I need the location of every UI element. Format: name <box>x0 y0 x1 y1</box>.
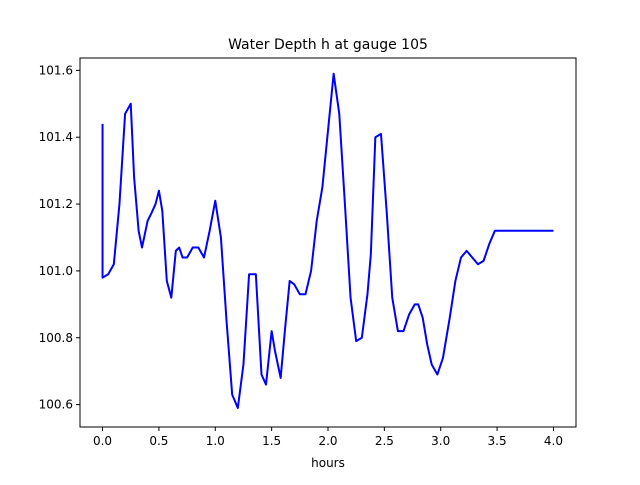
y-tick-label: 101.2 <box>39 197 73 211</box>
series-line <box>101 72 554 409</box>
x-tick-label: 2.0 <box>318 434 337 448</box>
y-axis: 100.6 100.8 101.0 101.2 101.4 101.6 <box>39 63 80 412</box>
x-tick-label: 3.0 <box>431 434 450 448</box>
chart-title: Water Depth h at gauge 105 <box>228 37 428 53</box>
x-tick-label: 1.5 <box>262 434 281 448</box>
x-tick-label: 0.0 <box>93 434 112 448</box>
x-axis: 0.0 0.5 1.0 1.5 2.0 2.5 3.0 3.5 4.0 <box>93 427 563 448</box>
x-tick-label: 4.0 <box>544 434 563 448</box>
y-tick-label: 101.4 <box>39 130 73 144</box>
x-axis-label: hours <box>311 456 345 470</box>
y-tick-label: 100.6 <box>39 398 73 412</box>
y-tick-label: 101.0 <box>39 264 73 278</box>
y-tick-label: 101.6 <box>39 63 73 77</box>
x-tick-label: 2.5 <box>375 434 394 448</box>
x-tick-label: 1.0 <box>206 434 225 448</box>
y-tick-label: 100.8 <box>39 331 73 345</box>
x-tick-label: 0.5 <box>149 434 168 448</box>
x-tick-label: 3.5 <box>488 434 507 448</box>
